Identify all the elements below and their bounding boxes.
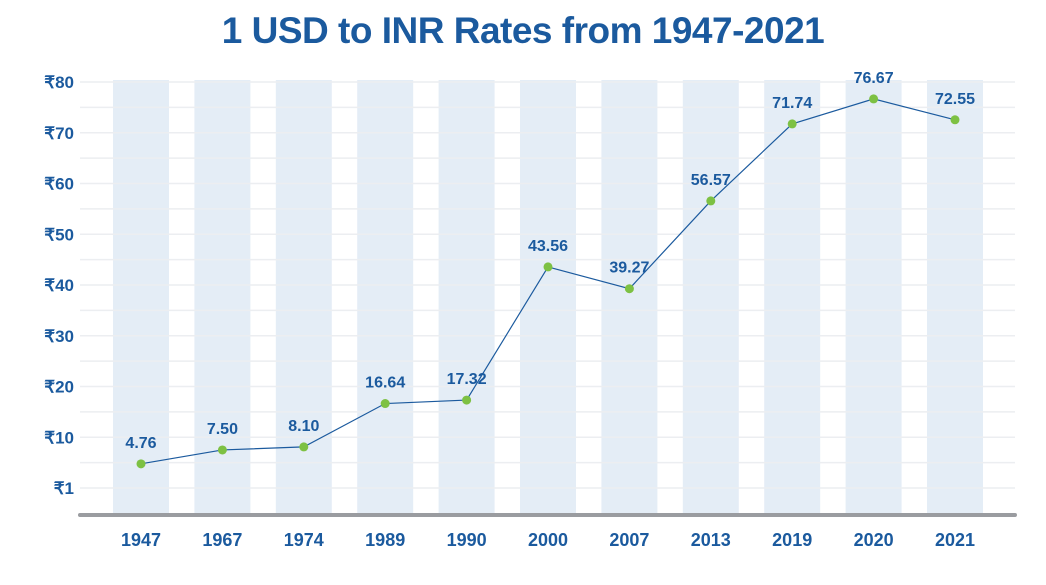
data-point xyxy=(136,459,146,469)
category-band xyxy=(927,80,983,515)
y-tick-label: ₹50 xyxy=(44,225,74,244)
data-label: 39.27 xyxy=(609,260,649,277)
data-label: 7.50 xyxy=(207,421,238,438)
data-point xyxy=(869,94,879,104)
y-tick-label: ₹70 xyxy=(44,124,74,143)
y-tick-label: ₹1 xyxy=(54,479,74,498)
data-label: 8.10 xyxy=(288,418,319,435)
data-point xyxy=(299,442,309,452)
data-label: 16.64 xyxy=(365,375,405,392)
category-band xyxy=(520,80,576,515)
x-tick-label: 1990 xyxy=(447,530,487,550)
category-band xyxy=(601,80,658,515)
data-label: 56.57 xyxy=(691,172,731,189)
data-point xyxy=(543,262,553,272)
y-tick-label: ₹80 xyxy=(44,73,74,92)
x-tick-label: 2020 xyxy=(854,530,894,550)
data-point xyxy=(624,284,634,294)
data-point xyxy=(217,445,227,455)
data-label: 71.74 xyxy=(772,95,812,112)
y-tick-label: ₹10 xyxy=(44,428,74,447)
category-band xyxy=(357,80,414,515)
category-band xyxy=(845,80,902,515)
y-tick-label: ₹60 xyxy=(44,175,74,194)
data-label: 43.56 xyxy=(528,238,568,255)
category-band xyxy=(113,80,169,515)
data-point xyxy=(950,115,960,125)
x-tick-label: 1989 xyxy=(365,530,405,550)
x-tick-label: 2019 xyxy=(772,530,812,550)
x-tick-label: 1967 xyxy=(202,530,242,550)
category-band xyxy=(194,80,251,515)
data-label: 17.32 xyxy=(447,371,487,388)
x-tick-label: 1974 xyxy=(284,530,324,550)
y-tick-label: ₹40 xyxy=(44,276,74,295)
x-tick-label: 2021 xyxy=(935,530,975,550)
x-tick-label: 2007 xyxy=(609,530,649,550)
x-tick-label: 1947 xyxy=(121,530,161,550)
category-band xyxy=(438,80,495,515)
data-point xyxy=(462,395,472,405)
y-tick-label: ₹30 xyxy=(44,327,74,346)
data-label: 72.55 xyxy=(935,91,975,108)
x-tick-label: 2013 xyxy=(691,530,731,550)
y-tick-label: ₹20 xyxy=(44,378,74,397)
data-point xyxy=(787,119,797,129)
category-band xyxy=(682,80,739,515)
data-label: 76.67 xyxy=(854,70,894,87)
chart-title: 1 USD to INR Rates from 1947-2021 xyxy=(221,10,825,51)
data-point xyxy=(380,399,390,409)
category-band xyxy=(764,80,821,515)
data-label: 4.76 xyxy=(125,435,156,452)
data-point xyxy=(706,196,716,206)
x-tick-label: 2000 xyxy=(528,530,568,550)
